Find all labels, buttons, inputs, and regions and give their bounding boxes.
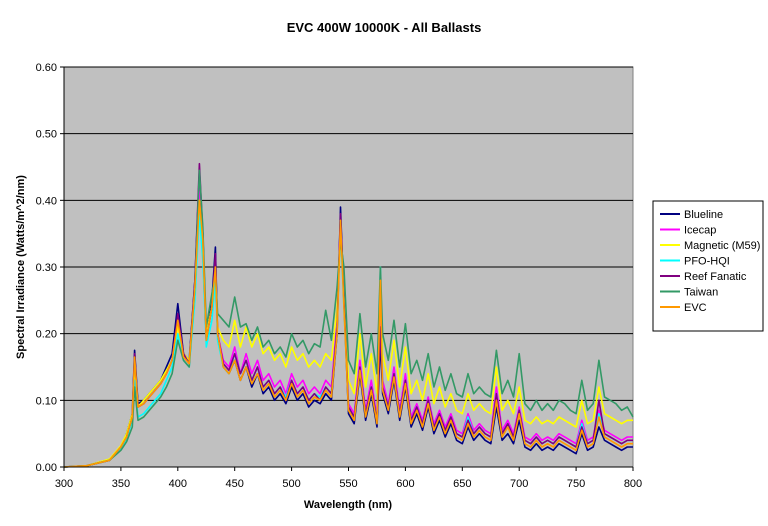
legend-label: EVC <box>684 302 707 314</box>
x-tick-label: 600 <box>396 478 414 490</box>
legend-label: Icecap <box>684 225 716 237</box>
x-axis-label: Wavelength (nm) <box>304 499 393 511</box>
legend-label: PFO-HQI <box>684 256 730 268</box>
legend-label: Taiwan <box>684 287 718 299</box>
x-tick-label: 750 <box>567 478 585 490</box>
axis-ticks: 300 350 400 450 500 550 600 650 700 750 800 0.00 0.1… <box>36 62 643 490</box>
y-tick-label: 0.50 <box>36 129 57 141</box>
y-axis-label: Spectral Irradiance (Watts/m^2/nm) <box>15 175 27 359</box>
x-tick-label: 700 <box>510 478 528 490</box>
legend: Blueline Icecap Magnetic (M59) PFO-HQI Reef … <box>652 200 764 332</box>
series-line-evc <box>63 199 633 468</box>
y-tick-label: 0.20 <box>36 329 57 341</box>
y-tick-label: 0.00 <box>36 462 57 474</box>
x-tick-label: 800 <box>624 478 642 490</box>
x-tick-label: 300 <box>55 478 73 490</box>
series-lines <box>63 162 634 468</box>
y-tick-label: 0.40 <box>36 195 57 207</box>
chart-title: EVC 400W 10000K - All Ballasts <box>287 20 482 35</box>
x-tick-label: 500 <box>282 478 300 490</box>
legend-label: Blueline <box>684 209 723 221</box>
x-tick-label: 550 <box>339 478 357 490</box>
legend-label: Reef Fanatic <box>684 271 747 283</box>
x-tick-label: 350 <box>112 478 130 490</box>
y-tick-label: 0.60 <box>36 62 57 74</box>
x-tick-label: 650 <box>453 478 471 490</box>
legend-label: Magnetic (M59) <box>684 240 760 252</box>
y-tick-label: 0.10 <box>36 395 57 407</box>
x-tick-label: 400 <box>169 478 187 490</box>
y-tick-label: 0.30 <box>36 262 57 274</box>
x-tick-label: 450 <box>226 478 244 490</box>
legend-box <box>652 200 764 332</box>
